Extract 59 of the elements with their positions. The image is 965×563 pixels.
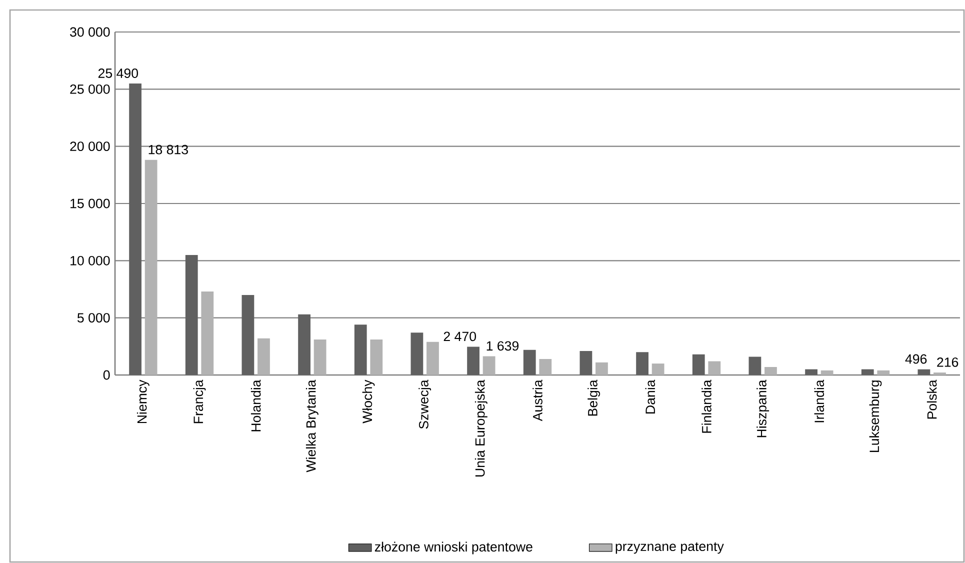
y-tick-label: 15 000 — [70, 198, 110, 208]
x-tick-label: Francja — [193, 380, 206, 424]
bar — [539, 358, 552, 375]
bar — [354, 324, 367, 375]
x-tick-label: Unia Europejska — [474, 380, 488, 477]
bar — [298, 314, 310, 375]
y-tick-label: 10 000 — [70, 256, 110, 266]
bar — [652, 364, 664, 375]
data-label: 496 — [905, 354, 927, 364]
bar — [580, 350, 592, 375]
bar — [370, 340, 383, 375]
bar — [748, 356, 762, 375]
bar — [820, 370, 834, 375]
bar — [805, 369, 818, 375]
data-label: 1 639 — [486, 341, 519, 351]
x-tick-label: Finlandia — [702, 380, 712, 433]
bar — [877, 370, 890, 375]
x-tick-label: Austria — [532, 380, 542, 422]
bar — [410, 332, 424, 375]
y-tick-label: 25 000 — [70, 84, 110, 94]
bar — [918, 369, 930, 375]
x-tick-label: Niemcy — [136, 380, 150, 424]
bar — [523, 350, 536, 375]
data-label: 18 813 — [148, 144, 188, 154]
x-tick-label: Wielka Brytania — [306, 380, 318, 472]
x-tick-label: Hiszpania — [756, 380, 770, 438]
bar — [258, 338, 270, 375]
x-tick-label: Holandia — [250, 380, 261, 432]
bar — [185, 254, 198, 375]
bar — [861, 369, 874, 375]
data-label: 216 — [937, 357, 958, 367]
bar — [764, 366, 777, 375]
y-tick-label: 30 000 — [70, 27, 110, 37]
bar — [144, 160, 158, 375]
y-tick-label: 0 — [103, 370, 110, 380]
x-tick-label: Polska — [926, 380, 937, 419]
y-tick-label: 5 000 — [77, 313, 110, 323]
legend-label: złożone wnioski patentowe — [374, 542, 532, 554]
data-label: 2 470 — [444, 332, 476, 342]
x-tick-label: Szwecja — [418, 380, 432, 429]
x-tick-label: Dania — [645, 380, 656, 414]
x-tick-label: Belgia — [588, 380, 600, 416]
data-label: 25 490 — [98, 68, 138, 78]
y-tick-label: 20 000 — [70, 142, 110, 152]
x-tick-label: Luksemburg — [869, 380, 882, 452]
x-tick-label: Irlandia — [814, 380, 824, 422]
bar — [467, 346, 480, 375]
bar — [201, 292, 214, 375]
bar — [426, 342, 439, 375]
bar — [636, 352, 648, 375]
bar — [314, 340, 326, 375]
bar — [692, 354, 705, 375]
x-tick-label: Włochy — [362, 380, 375, 424]
legend-label: przyznane patenty — [616, 542, 724, 554]
bar — [242, 294, 254, 375]
bar — [596, 362, 608, 375]
bar — [708, 361, 721, 375]
bar — [129, 84, 142, 375]
bar — [482, 356, 496, 375]
